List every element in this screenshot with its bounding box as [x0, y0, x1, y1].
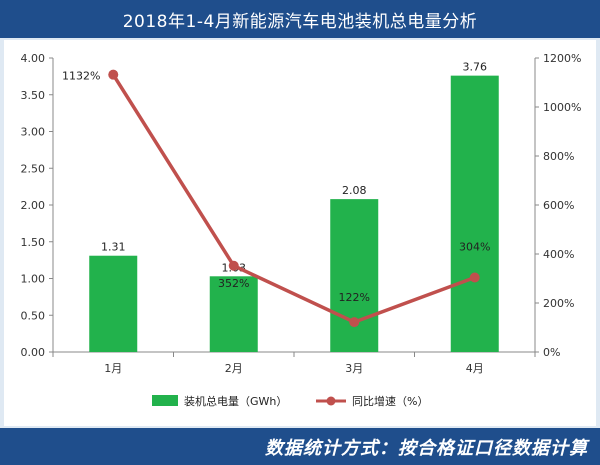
- y-left-tick-label: 1.50: [21, 236, 46, 249]
- y-right-tick-label: 0%: [543, 346, 560, 359]
- y-left-tick-label: 0.50: [21, 309, 46, 322]
- bar: [209, 276, 258, 352]
- y-right-tick-label: 200%: [543, 297, 574, 310]
- line-point: [108, 69, 119, 80]
- line-value-label: 122%: [339, 291, 370, 304]
- y-right-tick-label: 800%: [543, 150, 574, 163]
- legend-label-line: 同比增速（%）: [352, 394, 428, 408]
- y-left-tick-label: 2.00: [21, 199, 46, 212]
- line-value-label: 352%: [218, 277, 249, 290]
- x-tick-label: 1月: [104, 362, 122, 375]
- y-left-tick-label: 3.50: [21, 89, 46, 102]
- y-right-tick-label: 1000%: [543, 101, 581, 114]
- line-value-label: 304%: [459, 241, 490, 254]
- y-left-tick-label: 3.00: [21, 126, 46, 139]
- growth-line: [111, 73, 476, 325]
- line-point: [349, 317, 360, 328]
- y-left-tick-label: 4.00: [21, 52, 46, 65]
- line-point: [469, 272, 480, 283]
- y-left-tick-label: 0.00: [21, 346, 46, 359]
- footer-note: 数据统计方式：按合格证口径数据计算: [0, 428, 600, 465]
- line-value-label: 1132%: [62, 70, 100, 83]
- x-tick-label: 4月: [466, 362, 484, 375]
- y-right-tick-label: 600%: [543, 199, 574, 212]
- bar: [89, 255, 138, 352]
- y-left-tick-label: 1.00: [21, 273, 46, 286]
- legend-label-bar: 装机总电量（GWh）: [184, 394, 287, 408]
- x-tick-label: 3月: [345, 362, 363, 375]
- y-left-tick-label: 2.50: [21, 162, 46, 175]
- bar-value-label: 3.76: [463, 61, 488, 74]
- y-right-tick-label: 1200%: [543, 52, 581, 65]
- bar: [450, 75, 499, 352]
- line-point: [228, 260, 239, 271]
- chart-title: 2018年1-4月新能源汽车电池装机总电量分析: [0, 0, 600, 38]
- legend-swatch-bar: [152, 395, 178, 406]
- y-right-tick-label: 400%: [543, 248, 574, 261]
- bar-value-label: 2.08: [342, 184, 367, 197]
- bar-value-label: 1.31: [101, 241, 126, 254]
- legend-swatch-point: [326, 396, 336, 406]
- bar: [330, 199, 379, 352]
- x-tick-label: 2月: [225, 362, 243, 375]
